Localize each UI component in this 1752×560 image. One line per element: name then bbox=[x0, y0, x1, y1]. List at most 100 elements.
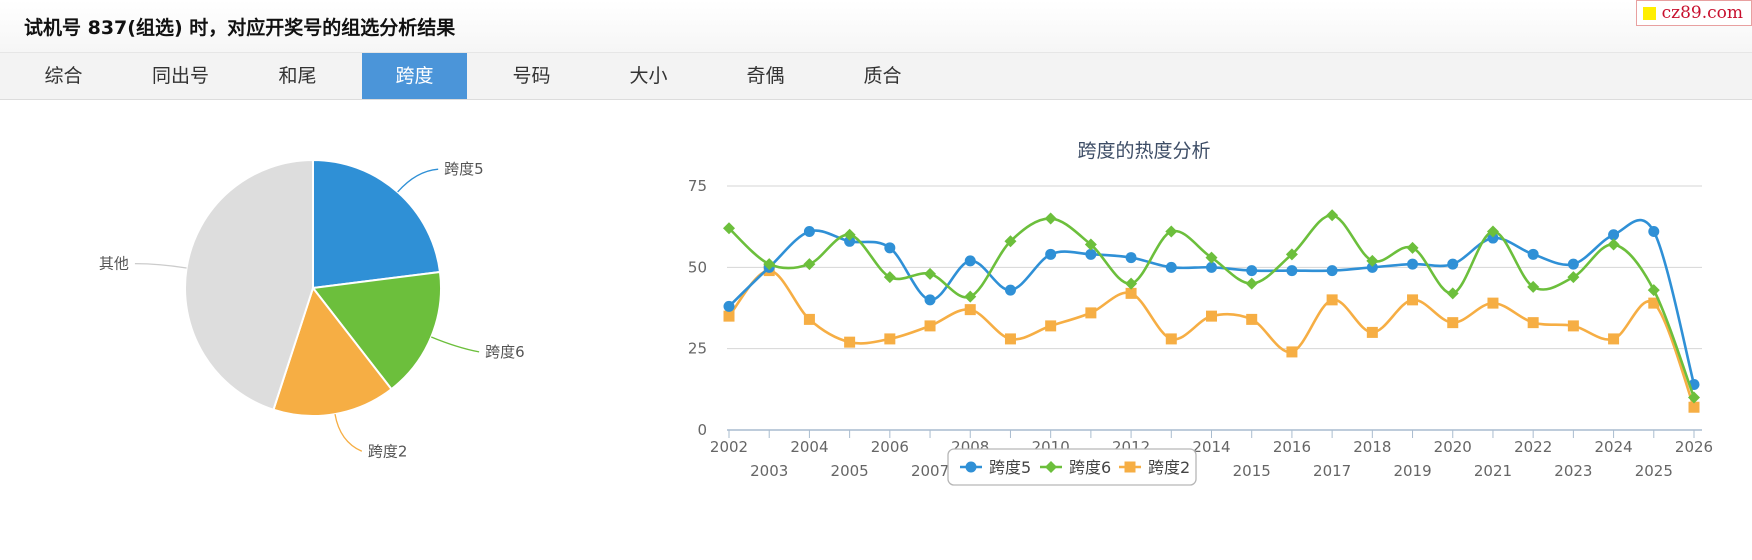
data-point bbox=[964, 304, 976, 316]
x-tick-label: 2016 bbox=[1273, 438, 1311, 456]
data-point bbox=[843, 228, 856, 241]
tab-zonghe[interactable]: 综合 bbox=[44, 65, 83, 87]
data-point bbox=[1246, 313, 1258, 325]
legend-marker bbox=[1045, 461, 1057, 473]
data-point bbox=[1567, 271, 1580, 284]
data-point bbox=[803, 313, 815, 325]
x-tick-label: 2025 bbox=[1635, 462, 1673, 480]
data-point bbox=[1286, 346, 1298, 358]
x-tick-label: 2014 bbox=[1192, 438, 1230, 456]
y-tick-label: 75 bbox=[688, 177, 707, 195]
data-point bbox=[1487, 232, 1499, 244]
x-tick-label: 2015 bbox=[1233, 462, 1271, 480]
data-point bbox=[1527, 248, 1539, 260]
pie-slice-label: 跨度2 bbox=[368, 442, 408, 460]
data-point bbox=[1688, 401, 1700, 413]
x-tick-label: 2018 bbox=[1353, 438, 1391, 456]
data-point bbox=[1206, 310, 1217, 322]
pie-slice-label: 跨度6 bbox=[485, 343, 525, 361]
data-point bbox=[1366, 254, 1379, 267]
tab-daxiao[interactable]: 大小 bbox=[629, 65, 668, 87]
x-tick-label: 2007 bbox=[911, 462, 949, 480]
data-point bbox=[1567, 258, 1579, 270]
x-tick-label: 2022 bbox=[1514, 438, 1552, 456]
data-point bbox=[1285, 248, 1298, 261]
pie-leader-line bbox=[397, 168, 439, 193]
data-point bbox=[964, 290, 977, 303]
x-tick-label: 2019 bbox=[1393, 462, 1431, 480]
data-point bbox=[1406, 241, 1419, 254]
data-point bbox=[1246, 265, 1258, 277]
data-point bbox=[883, 271, 896, 284]
tab-kuadu[interactable]: 跨度 bbox=[362, 53, 467, 99]
series-line bbox=[728, 218, 1696, 385]
data-point bbox=[1326, 265, 1338, 277]
data-point bbox=[763, 258, 776, 271]
chart-area: 跨度5 跨度6 跨度2 其他 跨度的热度分析 0 25 50 75 2002 2003 2004 2… bbox=[0, 100, 1752, 560]
chart-title: 跨度的热度分析 bbox=[1077, 140, 1210, 162]
data-point bbox=[924, 294, 936, 306]
data-point bbox=[1125, 277, 1138, 290]
pie-slice-label: 其他 bbox=[99, 255, 129, 273]
series-line bbox=[727, 269, 1696, 408]
tab-hewei[interactable]: 和尾 bbox=[278, 65, 317, 87]
data-point bbox=[1608, 229, 1620, 241]
data-point bbox=[1245, 277, 1258, 290]
data-point bbox=[1527, 317, 1539, 329]
x-tick-label: 2002 bbox=[710, 438, 748, 456]
tab-zhihe[interactable]: 质合 bbox=[863, 65, 902, 87]
pie-chart: 跨度5 跨度6 跨度2 其他 bbox=[99, 158, 525, 460]
tab-haoma[interactable]: 号码 bbox=[512, 65, 551, 87]
tab-tongchuhao[interactable]: 同出号 bbox=[151, 65, 209, 87]
data-point bbox=[1205, 251, 1218, 264]
data-point bbox=[1648, 226, 1660, 238]
data-point bbox=[723, 222, 735, 235]
legend-label: 跨度5 bbox=[989, 458, 1031, 477]
data-point bbox=[1084, 238, 1097, 251]
data-point bbox=[1004, 333, 1016, 345]
data-point bbox=[1326, 294, 1338, 306]
data-point bbox=[1608, 333, 1620, 345]
data-point bbox=[1366, 261, 1378, 273]
data-point bbox=[1648, 297, 1660, 309]
legend-marker bbox=[1124, 461, 1136, 473]
data-point bbox=[924, 320, 936, 332]
data-point bbox=[964, 255, 976, 267]
data-point bbox=[1366, 326, 1378, 338]
data-point bbox=[723, 310, 735, 322]
logo-text: cz89.com bbox=[1661, 3, 1743, 23]
data-point bbox=[884, 333, 896, 345]
page-title: 试机号 837(组选) 时，对应开奖号的组选分析结果 bbox=[24, 17, 456, 39]
data-point bbox=[1446, 287, 1459, 300]
tab-qiou[interactable]: 奇偶 bbox=[746, 65, 785, 87]
legend-marker bbox=[965, 461, 977, 473]
pie-leader-line bbox=[134, 262, 187, 269]
data-point bbox=[1486, 225, 1499, 238]
x-tick-label: 2003 bbox=[750, 462, 788, 480]
x-tick-label: 2023 bbox=[1554, 462, 1592, 480]
data-point bbox=[1165, 225, 1178, 238]
pie-leader-line bbox=[334, 413, 363, 452]
data-point bbox=[1487, 297, 1499, 309]
site-logo[interactable]: cz89.com bbox=[1635, 0, 1752, 26]
x-tick-label: 2021 bbox=[1474, 462, 1512, 480]
data-point bbox=[1527, 280, 1540, 293]
data-point bbox=[1447, 258, 1459, 270]
legend-box bbox=[947, 448, 1197, 486]
data-point bbox=[1085, 307, 1097, 319]
y-tick-label: 25 bbox=[688, 340, 707, 358]
legend-label: 跨度6 bbox=[1069, 458, 1111, 477]
data-point bbox=[1044, 212, 1057, 225]
data-point bbox=[1206, 261, 1217, 273]
data-point bbox=[803, 226, 815, 238]
tab-bar: 综合 同出号 和尾 跨度 号码 大小 奇偶 质合 bbox=[0, 53, 1752, 100]
chart-legend: 跨度5 跨度6 跨度2 bbox=[947, 448, 1197, 486]
x-tick-label: 2024 bbox=[1594, 438, 1632, 456]
x-tick-label: 2017 bbox=[1313, 462, 1351, 480]
title-bar: 试机号 837(组选) 时，对应开奖号的组选分析结果 cz89.com bbox=[0, 0, 1752, 53]
data-point bbox=[1286, 265, 1298, 277]
pie-slice bbox=[311, 270, 442, 391]
pie-slice bbox=[312, 158, 442, 290]
data-point bbox=[1165, 261, 1177, 273]
